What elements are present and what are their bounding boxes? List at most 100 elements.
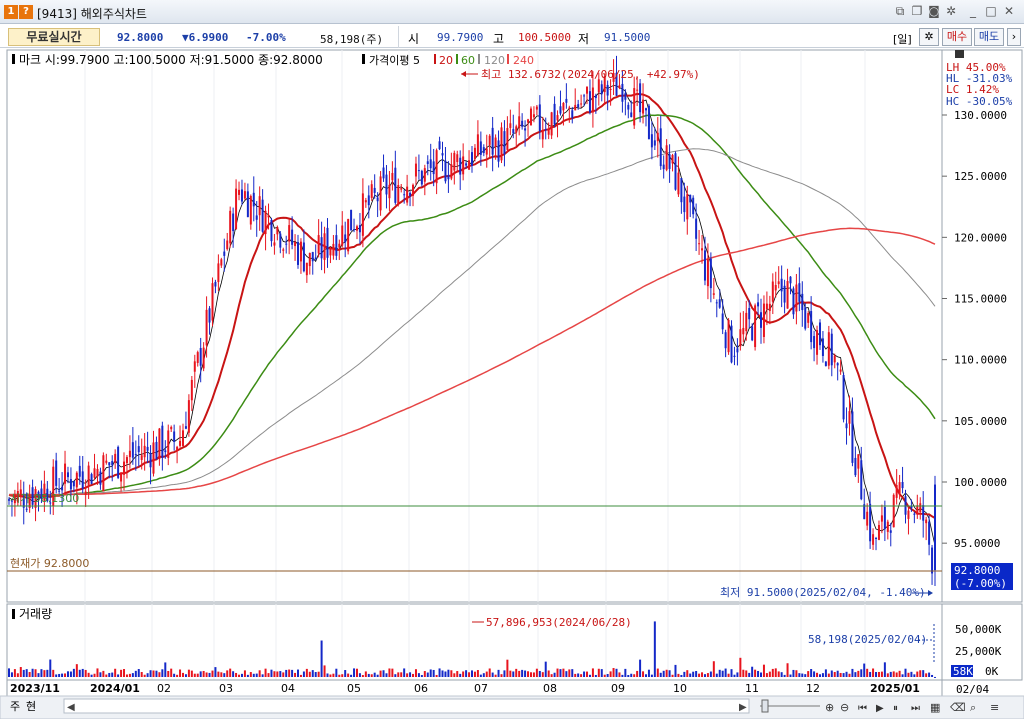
scroll-right-icon[interactable]: ▶ — [739, 702, 747, 713]
candle-body — [656, 132, 659, 142]
volume-bar — [120, 669, 123, 677]
menu-icon[interactable]: ≡ — [990, 701, 999, 714]
candle-body — [388, 184, 391, 199]
play-icon[interactable]: ▶ — [876, 703, 884, 714]
candle-body — [229, 210, 232, 244]
candle-body — [338, 243, 341, 248]
volume-bar — [341, 674, 344, 677]
volume-bar — [270, 669, 273, 677]
volume-bar — [246, 674, 249, 677]
expand-icon[interactable]: › — [1007, 28, 1021, 46]
last-icon[interactable]: ⏭ — [911, 703, 920, 714]
period-week[interactable]: 주 — [10, 700, 20, 713]
candle-body — [491, 127, 494, 155]
volume-bar — [90, 674, 93, 677]
volume-bar — [117, 674, 120, 677]
volume-bar — [857, 670, 860, 677]
help-icon[interactable]: ? — [19, 5, 33, 19]
volume-bar — [777, 671, 780, 677]
candle-body — [848, 411, 851, 424]
candle-body — [892, 494, 895, 528]
buy-button[interactable]: 매수 — [942, 28, 972, 46]
grid-icon[interactable]: ▦ — [930, 701, 940, 714]
price-chart[interactable]: 시가 98.1300 현재가 92.8000 마크 시:99.7900 고:10… — [0, 48, 1024, 719]
candle-body — [84, 491, 87, 496]
app-icon[interactable]: 1 — [4, 5, 18, 19]
candle-body — [798, 283, 801, 302]
legend-marker — [362, 54, 365, 64]
volume-bar — [173, 673, 176, 677]
candle-body — [609, 88, 612, 90]
search-icon[interactable]: ⌕ — [970, 701, 976, 714]
stats-toggle[interactable] — [955, 50, 964, 58]
link-icon[interactable]: ⧉ — [895, 4, 905, 18]
zoom-in-icon[interactable]: ⊕ — [825, 701, 834, 714]
open-label: 시 — [408, 32, 420, 46]
candle-body — [87, 465, 90, 485]
minimize-icon[interactable]: _ — [970, 4, 976, 18]
sell-button[interactable]: 매도 — [974, 28, 1004, 46]
volume-bar — [338, 674, 341, 677]
time-axis-labels: 2023/11 2024/01 02 03 04 05 06 07 08 09 10 11 12 2025… — [10, 682, 920, 695]
volume-bar — [615, 668, 618, 677]
candle-body — [730, 325, 733, 363]
candle-body — [792, 288, 795, 315]
candle-body — [317, 235, 320, 254]
volume-bar — [636, 670, 639, 677]
volume-bar — [276, 671, 279, 677]
candle-body — [757, 302, 760, 307]
volume-bar — [43, 670, 46, 677]
volume-bar — [928, 672, 931, 677]
camera-icon[interactable]: ◙ — [928, 4, 940, 18]
price-tick-label: 130.0000 — [954, 109, 1007, 122]
volume-bar — [925, 673, 928, 677]
volume-bar — [93, 673, 96, 677]
volume-bar — [866, 668, 869, 677]
candle-body — [347, 219, 350, 252]
volume-bar — [438, 668, 441, 677]
candle-body — [901, 481, 904, 489]
candle-body — [524, 128, 527, 131]
volume-bar — [453, 673, 456, 677]
volume-bar — [795, 670, 798, 677]
volume-bar — [860, 669, 863, 677]
candle-body — [140, 455, 143, 460]
close-icon[interactable]: ✕ — [1003, 4, 1015, 18]
candle-body — [134, 453, 137, 456]
price-axis-ticks: 130.0000 125.0000 120.0000 115.0000 110.0000… — [942, 109, 1007, 550]
candle-body — [52, 466, 55, 507]
zoom-slider-handle[interactable] — [761, 699, 769, 713]
candle-body — [786, 281, 789, 309]
horizontal-scrollbar[interactable] — [63, 698, 750, 714]
candle-body — [341, 225, 344, 246]
volume-bar — [807, 671, 810, 677]
candle-body — [400, 188, 403, 190]
volume-bar — [488, 668, 491, 677]
scroll-left-icon[interactable]: ◀ — [67, 702, 75, 713]
volume-bar — [282, 672, 285, 677]
candle-body — [541, 129, 544, 140]
maximize-icon[interactable]: □ — [985, 4, 997, 18]
chart-settings-icon[interactable]: ✲ — [919, 28, 939, 46]
candle-body — [462, 156, 465, 175]
candle-body — [515, 126, 518, 133]
zoom-out-icon[interactable]: ⊖ — [840, 701, 849, 714]
volume-bar — [223, 673, 226, 677]
candle-body — [842, 375, 845, 420]
candle-body — [659, 128, 662, 167]
volume-bar — [647, 669, 650, 677]
period-selector[interactable]: [일] — [893, 33, 912, 46]
stat-hc: HC -30.05% — [946, 95, 1013, 108]
candle-body — [332, 243, 335, 256]
eraser-icon[interactable]: ⌫ — [950, 701, 966, 714]
volume-bar — [742, 669, 745, 677]
first-icon[interactable]: ⏮ — [858, 703, 867, 714]
price-type[interactable]: 현 — [26, 700, 36, 713]
copy-icon[interactable]: ❐ — [911, 4, 923, 18]
pause-icon[interactable]: ⏸ — [893, 703, 898, 714]
volume-bar — [701, 672, 704, 677]
settings-icon[interactable]: ✲ — [945, 4, 957, 18]
candle-body — [824, 361, 827, 367]
volume-bar — [686, 670, 689, 677]
volume-bar — [364, 671, 367, 677]
